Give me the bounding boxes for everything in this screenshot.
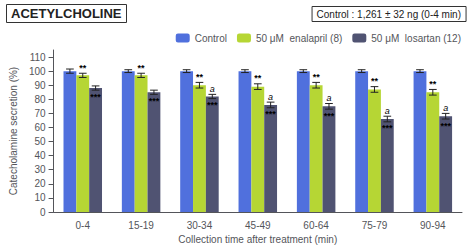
svg-text:20: 20 xyxy=(34,178,46,189)
svg-text:100: 100 xyxy=(29,66,46,77)
svg-text:40: 40 xyxy=(34,150,46,161)
svg-text:90: 90 xyxy=(34,80,46,91)
svg-text:Control : 1,261 ± 32 ng (0-4 m: Control : 1,261 ± 32 ng (0-4 min) xyxy=(317,9,461,20)
svg-text:***: *** xyxy=(265,109,276,119)
svg-text:45-49: 45-49 xyxy=(245,220,271,231)
svg-text:50 μM losartan (12): 50 μM losartan (12) xyxy=(371,33,461,44)
svg-text:***: *** xyxy=(90,92,101,102)
svg-text:60-64: 60-64 xyxy=(303,220,329,231)
svg-text:50: 50 xyxy=(34,136,46,147)
svg-text:**: ** xyxy=(429,79,437,89)
svg-text:110: 110 xyxy=(30,52,46,63)
svg-text:15-19: 15-19 xyxy=(128,220,154,231)
svg-text:**: ** xyxy=(371,76,379,86)
svg-text:***: *** xyxy=(149,96,160,106)
svg-text:10: 10 xyxy=(34,192,46,203)
svg-text:a: a xyxy=(268,92,273,102)
svg-text:ACETYLCHOLINE: ACETYLCHOLINE xyxy=(11,6,122,21)
svg-text:50 μM enalapril (8): 50 μM enalapril (8) xyxy=(256,33,342,44)
svg-text:75-79: 75-79 xyxy=(362,220,388,231)
svg-text:80: 80 xyxy=(34,94,46,105)
svg-text:**: ** xyxy=(138,63,146,73)
svg-text:a: a xyxy=(443,103,448,113)
svg-text:Control: Control xyxy=(195,33,227,44)
svg-text:**: ** xyxy=(79,63,87,73)
svg-text:***: *** xyxy=(382,123,393,133)
svg-text:0-4: 0-4 xyxy=(76,220,91,231)
svg-text:a: a xyxy=(385,106,390,116)
svg-text:0: 0 xyxy=(40,207,46,218)
svg-text:60: 60 xyxy=(34,122,46,133)
svg-text:**: ** xyxy=(254,73,262,83)
svg-text:30: 30 xyxy=(34,164,46,175)
svg-text:a: a xyxy=(326,93,331,103)
svg-text:Collection time after treatmen: Collection time after treatment (min) xyxy=(178,234,337,245)
svg-text:90-94: 90-94 xyxy=(420,220,446,231)
svg-text:**: ** xyxy=(313,72,321,82)
svg-text:70: 70 xyxy=(34,108,46,119)
svg-text:Catecholamine secretion (%): Catecholamine secretion (%) xyxy=(8,67,19,195)
svg-text:***: *** xyxy=(324,111,335,121)
svg-text:a: a xyxy=(210,84,215,94)
svg-text:30-34: 30-34 xyxy=(187,220,213,231)
svg-text:***: *** xyxy=(207,100,218,110)
svg-text:***: *** xyxy=(440,121,451,131)
svg-text:**: ** xyxy=(196,72,204,82)
